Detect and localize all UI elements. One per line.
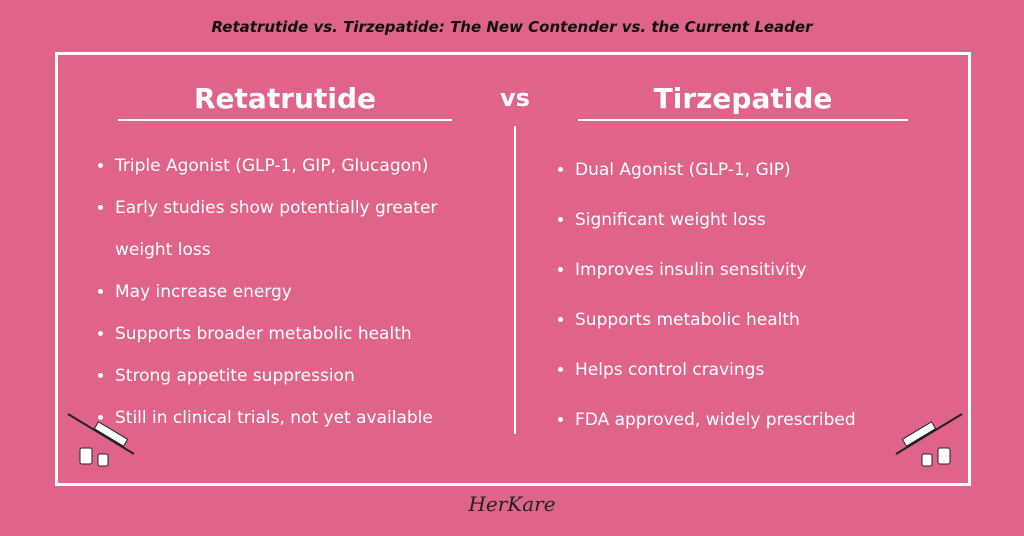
right-underline — [578, 119, 908, 121]
left-list: Triple Agonist (GLP-1, GIP, Glucagon)Ear… — [97, 145, 490, 439]
list-item: Helps control cravings — [575, 345, 935, 395]
list-item: Improves insulin sensitivity — [575, 245, 935, 295]
title: Retatrutide vs. Tirzepatide: The New Con… — [211, 18, 813, 36]
list-item: Strong appetite suppression — [115, 355, 490, 397]
list-item: FDA approved, widely prescribed — [575, 395, 935, 445]
syringe-icon — [67, 413, 135, 467]
list-item: May increase energy — [115, 271, 490, 313]
syringe-icon — [895, 413, 963, 467]
list-item: Significant weight loss — [575, 195, 935, 245]
right-list: Dual Agonist (GLP-1, GIP)Significant wei… — [557, 145, 935, 445]
frame — [55, 52, 971, 486]
list-item: Supports broader metabolic health — [115, 313, 490, 355]
list-item: Supports metabolic health — [575, 295, 935, 345]
divider-line — [514, 126, 516, 434]
left-heading: Retatrutide — [194, 82, 376, 115]
list-item: Still in clinical trials, not yet availa… — [115, 397, 490, 439]
list-item: Triple Agonist (GLP-1, GIP, Glucagon) — [115, 145, 490, 187]
logo: HerKare — [468, 492, 556, 516]
list-item: Early studies show potentially greater w… — [115, 187, 490, 271]
right-heading: Tirzepatide — [653, 82, 833, 115]
vs-label: vs — [500, 84, 530, 112]
left-underline — [118, 119, 452, 121]
list-item: Dual Agonist (GLP-1, GIP) — [575, 145, 935, 195]
